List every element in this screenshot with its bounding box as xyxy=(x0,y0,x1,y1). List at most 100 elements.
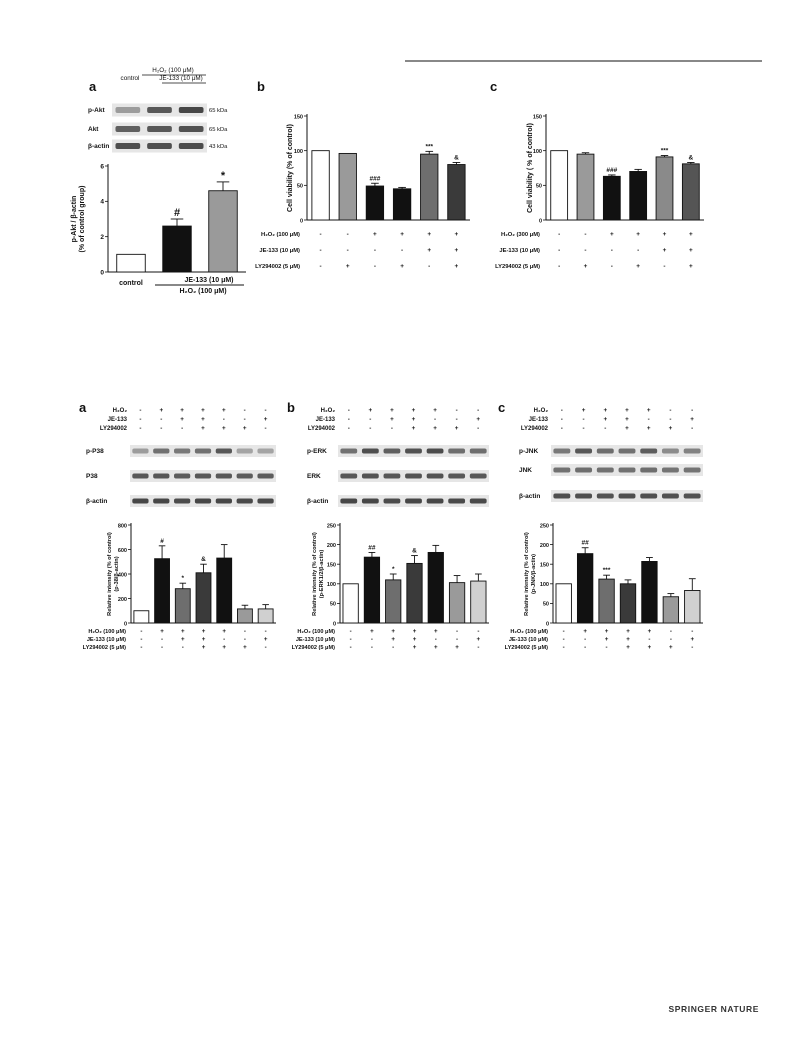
blot-row-label: β-actin xyxy=(86,498,107,505)
condition-sign: - xyxy=(347,231,349,238)
condition-sign: + xyxy=(434,628,438,635)
condition-sign: - xyxy=(350,644,352,651)
bar xyxy=(237,608,253,624)
blot-condition-sign: - xyxy=(223,416,225,423)
condition-sign: + xyxy=(636,263,640,270)
blot-band xyxy=(340,448,358,454)
condition-sign: + xyxy=(427,247,431,254)
panel-letter: c xyxy=(498,400,505,415)
blot-condition-sign: + xyxy=(669,425,673,432)
condition-sign: + xyxy=(636,231,640,238)
blot-band xyxy=(115,126,141,132)
bar xyxy=(470,580,487,624)
blot-band xyxy=(383,448,401,454)
blot-band xyxy=(153,498,170,504)
significance-marker: ### xyxy=(369,175,380,182)
bar xyxy=(641,561,658,624)
significance-marker: & xyxy=(454,154,459,161)
bar xyxy=(216,557,233,624)
blot-band xyxy=(640,467,658,473)
condition-sign: + xyxy=(605,628,609,635)
blot-condition-sign: - xyxy=(139,425,141,432)
y-axis-label: (p-38/β-actin) xyxy=(114,556,120,591)
condition-sign: + xyxy=(455,231,459,238)
treatment-label: H₂O₂ (100 μM) xyxy=(152,67,193,74)
y-tick-label: 150 xyxy=(294,114,303,120)
blot-condition-sign: - xyxy=(648,416,650,423)
y-axis-label: Cell viability ( % of control) xyxy=(527,123,534,213)
blot-band xyxy=(236,448,253,454)
blot-condition-sign: - xyxy=(604,425,606,432)
condition-sign: + xyxy=(689,247,693,254)
blot-condition-sign: + xyxy=(390,416,394,423)
blot-band xyxy=(405,473,422,479)
blot-band xyxy=(683,448,701,454)
blot-band xyxy=(661,467,679,473)
bar xyxy=(448,582,466,624)
bar xyxy=(133,610,150,624)
condition-label: JE-133 (10 μM) xyxy=(499,248,540,254)
blot-band xyxy=(553,493,571,499)
y-tick-label: 100 xyxy=(294,149,303,155)
condition-sign: - xyxy=(563,644,565,651)
publisher-logo: SPRINGER NATURE xyxy=(668,1004,759,1014)
condition-sign: - xyxy=(223,636,225,643)
molecular-weight-label: 65 kDa xyxy=(209,108,228,114)
blot-condition-sign: + xyxy=(433,425,437,432)
significance-marker: ### xyxy=(606,167,617,174)
blot-condition-label: JE-133 xyxy=(108,417,128,423)
condition-sign: + xyxy=(648,644,652,651)
bar xyxy=(195,572,212,624)
y-tick-label: 0 xyxy=(546,621,549,627)
condition-sign: - xyxy=(648,636,650,643)
condition-sign: + xyxy=(370,628,374,635)
blot-condition-sign: - xyxy=(669,416,671,423)
condition-sign: - xyxy=(611,263,613,270)
blot-band xyxy=(426,448,444,454)
condition-sign: - xyxy=(435,636,437,643)
condition-sign: - xyxy=(456,636,458,643)
condition-sign: - xyxy=(558,263,560,270)
blot-band xyxy=(132,473,149,479)
condition-label: H₂O₂ (100 μM) xyxy=(88,629,126,635)
blot-band xyxy=(448,448,466,454)
condition-sign: + xyxy=(160,628,164,635)
condition-sign: - xyxy=(320,231,322,238)
blot-band xyxy=(575,448,593,454)
blot-band xyxy=(661,448,679,454)
blot-condition-sign: + xyxy=(222,425,226,432)
blot-band xyxy=(553,467,571,473)
bar xyxy=(385,579,402,624)
condition-sign: - xyxy=(670,636,672,643)
blot-band xyxy=(405,498,422,504)
blot-row-label: p-JNK xyxy=(519,448,538,455)
condition-sign: + xyxy=(413,636,417,643)
blot-condition-sign: + xyxy=(412,425,416,432)
blot-band xyxy=(236,473,253,479)
condition-sign: + xyxy=(583,628,587,635)
blot-band xyxy=(426,498,444,504)
condition-sign: + xyxy=(690,636,694,643)
panel-letter: b xyxy=(257,79,265,94)
y-tick-label: 600 xyxy=(118,548,127,554)
y-tick-label: 0 xyxy=(539,218,542,224)
blot-band xyxy=(215,448,232,454)
condition-sign: + xyxy=(202,628,206,635)
condition-sign: + xyxy=(413,644,417,651)
blot-condition-sign: - xyxy=(139,407,141,414)
y-axis-label: Relative intensity (% of control) xyxy=(524,532,530,616)
blot-band xyxy=(194,448,212,454)
blot-condition-sign: + xyxy=(625,425,629,432)
blot-band xyxy=(469,448,487,454)
condition-sign: + xyxy=(427,231,431,238)
blot-condition-sign: + xyxy=(603,407,607,414)
y-tick-label: 200 xyxy=(540,543,549,549)
condition-sign: + xyxy=(648,628,652,635)
blot-band xyxy=(596,467,614,473)
y-axis-label: p-Akt / β-actin xyxy=(71,196,78,243)
blot-band xyxy=(683,493,701,499)
condition-sign: - xyxy=(347,247,349,254)
blot-band xyxy=(553,448,571,454)
y-tick-label: 250 xyxy=(327,523,336,529)
blot-band xyxy=(640,493,658,499)
